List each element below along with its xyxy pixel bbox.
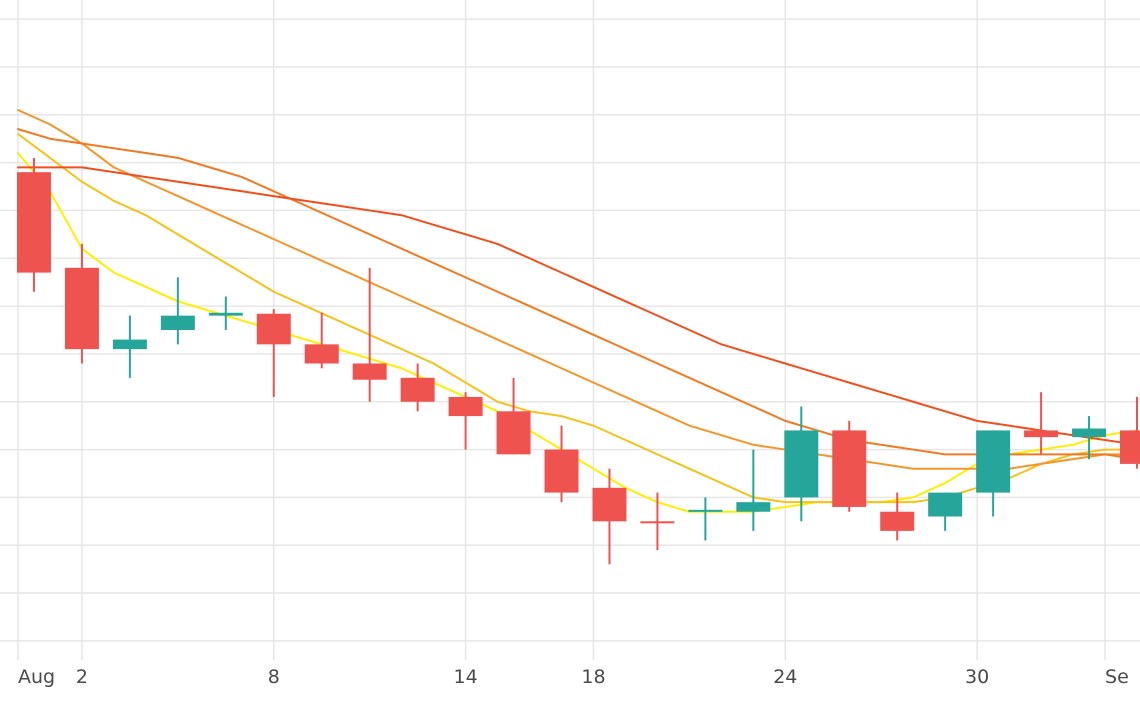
candle-body <box>880 511 915 531</box>
candle-body <box>1120 430 1140 464</box>
x-tick-label: Se <box>1105 666 1129 688</box>
candlesticks <box>16 157 1140 565</box>
candle-body <box>112 339 147 350</box>
candle-body <box>64 267 99 350</box>
candle-body <box>304 344 339 364</box>
candle-body <box>592 487 627 522</box>
candle-body <box>544 449 579 493</box>
candle-body <box>352 363 387 380</box>
candle-body <box>16 172 51 273</box>
candle-body <box>400 377 435 402</box>
candle-body <box>928 492 963 517</box>
candle-body <box>736 502 771 512</box>
candle-body <box>784 430 819 498</box>
x-tick-label: 2 <box>76 666 88 688</box>
moving-average-lines <box>17 109 1138 513</box>
x-tick-label: 14 <box>454 666 478 688</box>
candle-body <box>496 411 531 455</box>
moving-average-line <box>17 166 1138 446</box>
x-tick-label: 18 <box>581 666 605 688</box>
x-tick-label: Aug <box>18 666 55 688</box>
candle-body <box>160 315 195 330</box>
candle-body <box>832 430 867 507</box>
candle-body <box>1024 430 1059 438</box>
candle-body <box>1072 428 1107 438</box>
candle-body <box>448 396 483 417</box>
x-tick-label: 24 <box>773 666 797 688</box>
candle-body <box>256 313 291 345</box>
x-axis-ticks: Aug 2 8 14 18 24 30 Se <box>18 666 1129 688</box>
candle-body <box>688 509 723 512</box>
x-tick-label: 8 <box>268 666 280 688</box>
moving-average-line <box>17 109 1138 470</box>
x-tick-label: 30 <box>965 666 989 688</box>
candle-body <box>208 312 243 316</box>
moving-average-line <box>17 128 1138 461</box>
candle-body <box>976 430 1011 493</box>
candle-body <box>640 521 675 524</box>
grid-lines <box>0 0 1140 660</box>
